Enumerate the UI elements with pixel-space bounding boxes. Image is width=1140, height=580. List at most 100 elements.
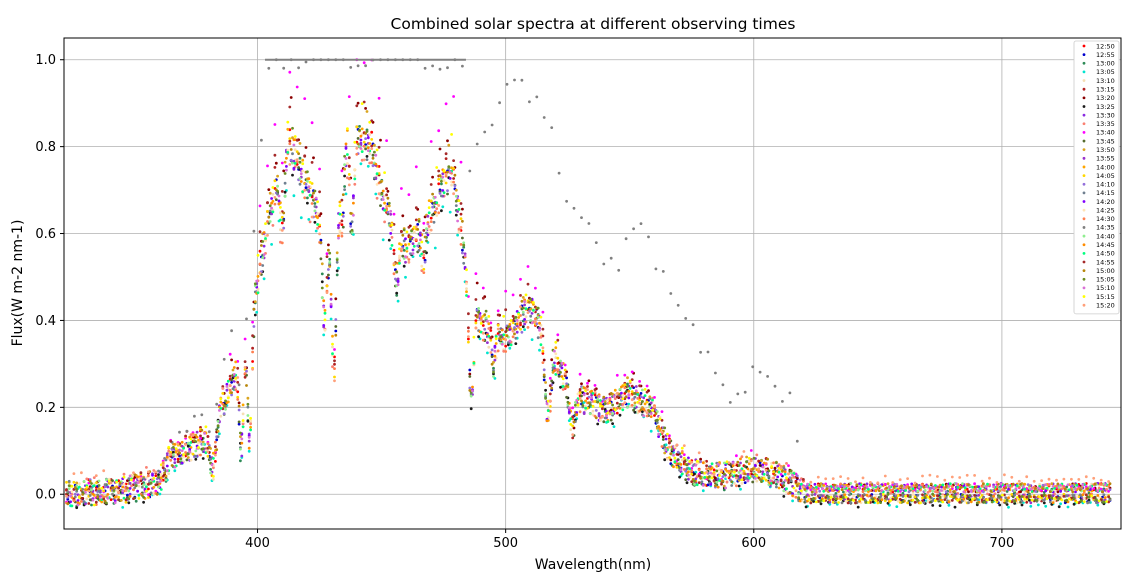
data-point	[87, 489, 91, 493]
data-point	[266, 210, 269, 213]
data-point	[194, 440, 198, 443]
data-point	[225, 388, 229, 392]
data-point	[97, 479, 101, 483]
data-point	[282, 66, 286, 70]
data-point	[1074, 490, 1077, 494]
data-point	[405, 246, 409, 250]
data-point	[1019, 483, 1022, 486]
data-point	[128, 495, 132, 498]
data-point	[106, 496, 110, 500]
data-point	[226, 396, 230, 400]
data-point	[498, 330, 501, 334]
data-point	[582, 386, 586, 390]
data-point	[173, 461, 177, 464]
data-point	[299, 172, 303, 176]
data-point	[142, 495, 146, 499]
data-point	[548, 376, 552, 380]
data-point	[243, 360, 247, 363]
data-point	[440, 179, 443, 183]
data-point	[355, 146, 359, 150]
data-point	[454, 188, 458, 192]
data-point	[364, 137, 367, 141]
data-point	[996, 489, 1000, 493]
data-point	[395, 270, 399, 274]
data-point	[122, 482, 126, 486]
data-point	[606, 420, 610, 423]
data-point	[620, 385, 623, 389]
data-point	[408, 238, 412, 241]
data-point	[335, 273, 339, 277]
data-point	[567, 410, 571, 414]
legend-entry: 13:10	[1082, 77, 1115, 85]
data-point	[1045, 486, 1049, 490]
data-point	[219, 397, 223, 401]
data-point	[880, 489, 884, 492]
data-point	[398, 259, 401, 262]
data-point	[340, 234, 344, 238]
legend-label: 14:35	[1096, 224, 1115, 232]
data-point	[885, 497, 888, 501]
data-point	[256, 253, 260, 257]
data-point	[379, 204, 382, 208]
data-point	[574, 401, 577, 404]
data-point	[375, 196, 379, 200]
data-point	[854, 486, 857, 490]
data-point	[341, 225, 345, 229]
data-point	[429, 183, 433, 186]
data-point	[258, 271, 262, 275]
data-point	[444, 152, 448, 156]
data-point	[427, 206, 431, 210]
data-point	[96, 495, 99, 498]
data-point	[474, 319, 478, 322]
data-point	[770, 465, 773, 468]
data-point	[529, 314, 533, 318]
data-point	[237, 420, 241, 424]
data-point	[963, 495, 967, 498]
data-point	[128, 487, 132, 490]
data-point	[584, 399, 587, 403]
data-point	[915, 484, 918, 487]
data-point	[687, 477, 690, 481]
data-point	[661, 270, 665, 273]
data-point	[630, 370, 634, 374]
data-point	[185, 458, 189, 462]
data-point	[831, 477, 835, 480]
legend-marker	[1082, 79, 1086, 82]
data-point	[740, 455, 744, 459]
data-point	[136, 481, 140, 485]
data-point	[1007, 484, 1010, 487]
data-point	[779, 473, 783, 476]
data-point	[152, 469, 156, 472]
data-point	[917, 485, 921, 489]
legend-label: 13:35	[1096, 120, 1115, 128]
data-point	[461, 251, 464, 255]
data-point	[353, 168, 357, 172]
data-point	[84, 491, 87, 494]
data-point	[571, 433, 575, 436]
data-point	[783, 472, 787, 476]
data-point	[442, 179, 446, 183]
data-point	[280, 229, 284, 232]
data-point	[450, 180, 453, 184]
data-point	[539, 343, 543, 347]
legend-entry: 15:10	[1082, 284, 1115, 292]
data-point	[128, 492, 132, 496]
data-point	[481, 324, 485, 327]
data-point	[664, 437, 668, 441]
data-point	[565, 382, 568, 386]
data-point	[809, 480, 813, 484]
legend-marker	[1082, 122, 1086, 126]
data-point	[772, 476, 775, 480]
data-point	[965, 473, 969, 477]
data-point	[496, 349, 500, 353]
data-point	[440, 194, 443, 198]
data-point	[212, 457, 215, 460]
data-point	[943, 498, 947, 501]
data-point	[157, 473, 160, 476]
data-point	[655, 410, 659, 413]
data-point	[628, 387, 632, 390]
data-point	[188, 447, 192, 451]
data-point	[556, 371, 560, 375]
legend-marker	[1082, 139, 1086, 143]
data-point	[84, 502, 87, 506]
